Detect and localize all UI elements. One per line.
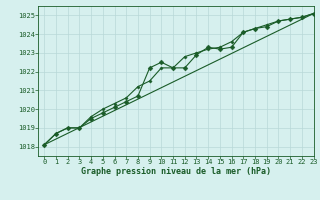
X-axis label: Graphe pression niveau de la mer (hPa): Graphe pression niveau de la mer (hPa) [81, 167, 271, 176]
